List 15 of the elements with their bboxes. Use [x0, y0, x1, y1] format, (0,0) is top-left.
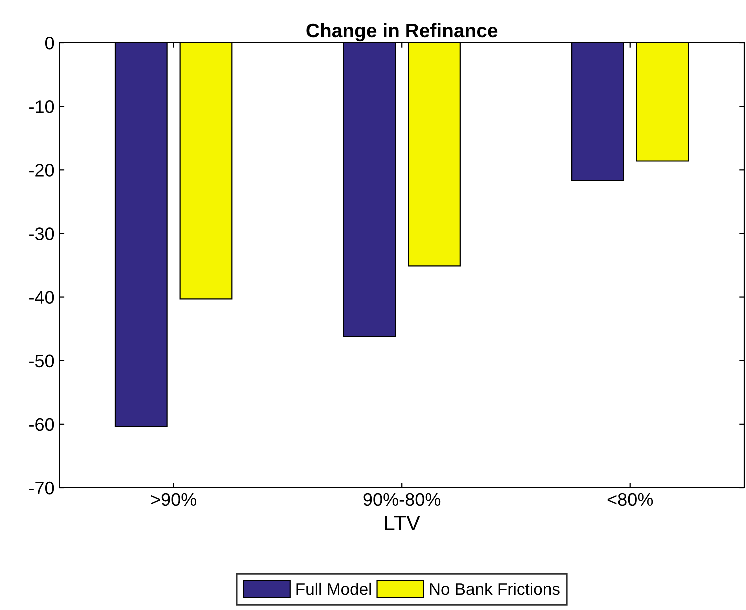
- x-tick-label: <80%: [608, 493, 654, 506]
- y-tick-label: -10: [30, 100, 54, 114]
- chart-title: Change in Refinance: [306, 23, 498, 42]
- y-tick-label: -40: [30, 291, 54, 304]
- legend-label: No Bank Frictions: [430, 582, 560, 596]
- y-tick-label: -70: [30, 482, 54, 495]
- y-tick-label: -60: [30, 418, 54, 432]
- x-tick-label: >90%: [151, 493, 197, 506]
- y-tick-label: -50: [30, 354, 54, 368]
- y-tick-label: 0: [45, 36, 54, 50]
- y-tick-label: -20: [30, 164, 54, 177]
- x-axis-title: LTV: [385, 516, 420, 530]
- y-tick-label: -30: [30, 228, 54, 240]
- x-tick-label: 90%-80%: [364, 493, 441, 506]
- legend-label: Full Model: [296, 582, 372, 596]
